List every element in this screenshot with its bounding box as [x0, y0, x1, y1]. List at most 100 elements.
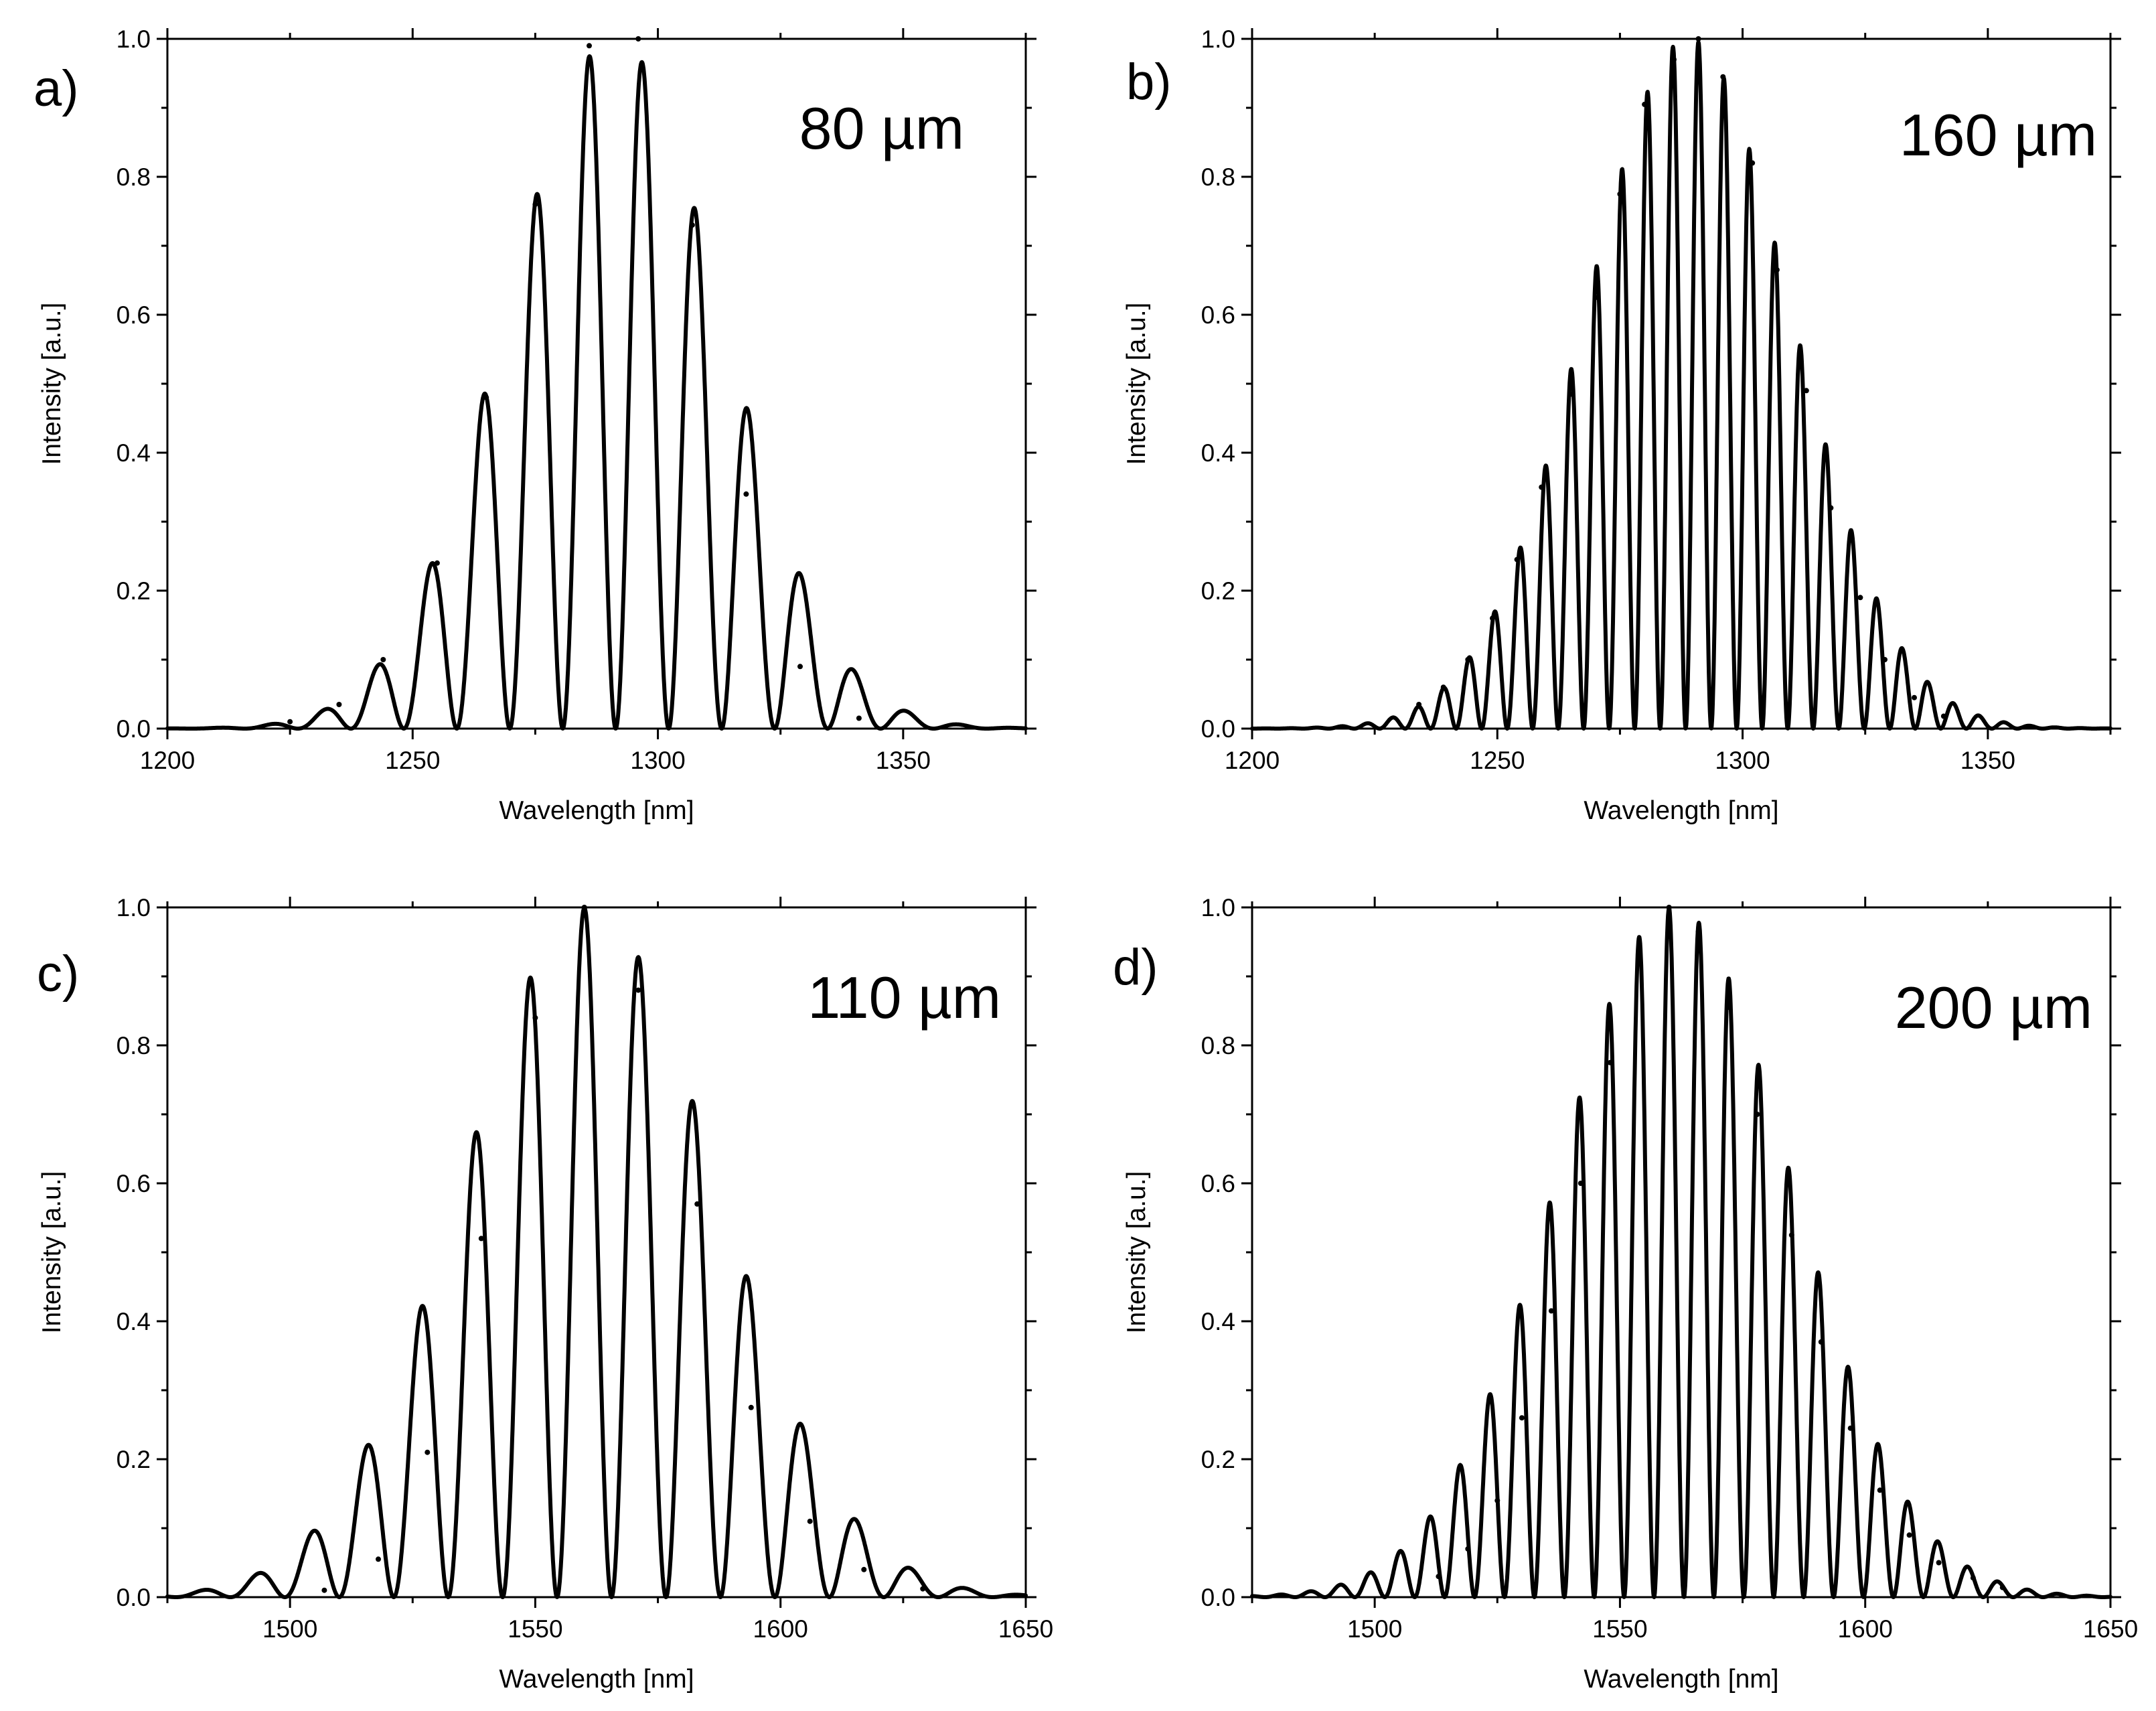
- y-tick-label: 0.4: [1201, 439, 1235, 467]
- panel-label: b): [1126, 54, 1172, 110]
- chart-panel-d: 1500 1550 1600 1650 0.0 0.2 0.4 0.6 0.8 1.0 Wavele…: [1113, 894, 2138, 1694]
- fringe-peak-point: [425, 1449, 431, 1455]
- fringe-peak-point: [689, 222, 695, 228]
- fringe-peak-point: [1416, 702, 1422, 707]
- x-tick-label: 1650: [998, 1615, 1053, 1643]
- y-tick-label: 0.0: [1201, 715, 1235, 743]
- x-tick-label: 1600: [753, 1615, 808, 1643]
- sample-thickness-label: 110 µm: [807, 964, 1001, 1031]
- fringe-peak-point: [1818, 1339, 1824, 1345]
- x-tick-label: 1300: [1715, 747, 1770, 774]
- x-tick-label: 1250: [385, 747, 440, 774]
- x-tick-label: 1600: [1838, 1615, 1893, 1643]
- x-tick-label: 1250: [1470, 747, 1525, 774]
- fringe-peak-point: [1519, 1415, 1525, 1421]
- fringe-peak-point: [1642, 101, 1648, 107]
- panel-label: d): [1113, 939, 1158, 996]
- spectrum-line: [1250, 40, 2112, 731]
- chart-panel-c: 1500 1550 1600 1650 0.0 0.2 0.4 0.6 0.8 1.0 Wavele…: [37, 894, 1053, 1694]
- y-tick-label: 1.0: [117, 894, 151, 921]
- x-tick-label: 1200: [140, 747, 195, 774]
- y-tick-label: 0.0: [117, 1584, 151, 1611]
- y-tick-label: 0.2: [1201, 1446, 1235, 1473]
- fringe-peak-point: [1617, 191, 1623, 197]
- y-tick-label: 0.8: [1201, 1032, 1235, 1059]
- y-tick-label: 0.8: [1201, 163, 1235, 191]
- fringe-peak-point: [1970, 1575, 1976, 1581]
- fringe-peak-point: [380, 657, 386, 662]
- x-tick-label: 1550: [1592, 1615, 1647, 1643]
- y-tick-label: 0.8: [117, 163, 151, 191]
- y-tick-label: 0.8: [117, 1032, 151, 1059]
- sample-thickness-label: 80 µm: [799, 95, 964, 161]
- x-tick-label: 1650: [2083, 1615, 2138, 1643]
- fringe-peak-point: [743, 491, 749, 497]
- fringe-peak-point: [694, 1201, 700, 1207]
- fringe-peak-point: [1750, 160, 1756, 166]
- y-axis-title: Intensity [a.u.]: [1122, 1171, 1151, 1334]
- fringe-peak-point: [1666, 905, 1672, 910]
- y-tick-label: 0.0: [117, 715, 151, 743]
- x-tick-label: 1350: [1960, 747, 2015, 774]
- fringe-peak-point: [1514, 556, 1520, 563]
- fringe-peak-point: [1465, 657, 1471, 662]
- fringe-peak-point: [434, 560, 440, 566]
- fringe-peak-point: [635, 987, 641, 993]
- fringe-peak-point: [1548, 1308, 1554, 1314]
- fringe-peak-point: [748, 1404, 754, 1410]
- fringe-peak-point: [856, 715, 862, 721]
- spectrum-line: [165, 54, 1028, 731]
- x-tick-label: 1500: [262, 1615, 317, 1643]
- fringe-peak-point: [1725, 1005, 1731, 1011]
- fringe-peak-point: [1720, 74, 1726, 80]
- y-tick-label: 1.0: [117, 25, 151, 53]
- y-tick-label: 1.0: [1201, 894, 1235, 921]
- fringe-peak-point: [1803, 388, 1809, 394]
- fringe-peak-point: [1828, 505, 1834, 511]
- fringe-peak-point: [1906, 1532, 1912, 1538]
- x-axis-title: Wavelength [nm]: [1584, 1665, 1778, 1694]
- fringe-peak-point: [920, 1586, 926, 1592]
- y-tick-label: 0.4: [117, 1308, 151, 1335]
- fringe-peak-point: [1882, 657, 1888, 662]
- y-tick-label: 1.0: [1201, 25, 1235, 53]
- y-tick-label: 0.0: [1201, 1584, 1235, 1611]
- fringe-peak-point: [1440, 684, 1446, 690]
- fringe-peak-point: [478, 1236, 484, 1242]
- spectrum-line: [1250, 906, 2112, 1599]
- fringe-peak-point: [1607, 1059, 1613, 1065]
- fringe-peak-point: [587, 43, 592, 49]
- panel-label: c): [37, 946, 79, 1002]
- fringe-peak-point: [1877, 1487, 1883, 1493]
- x-axis-title: Wavelength [nm]: [1584, 796, 1778, 825]
- fringe-peak-point: [1788, 1232, 1794, 1238]
- fringe-peak-point: [532, 202, 538, 208]
- y-tick-label: 0.2: [117, 577, 151, 605]
- fringe-peak-point: [1999, 1584, 2005, 1590]
- fringe-peak-point: [1636, 953, 1642, 959]
- panel-label: a): [33, 60, 79, 117]
- fringe-peak-point: [635, 36, 641, 42]
- fringe-peak-point: [1465, 1546, 1471, 1552]
- sample-thickness-label: 200 µm: [1895, 974, 2092, 1041]
- fringe-peak-point: [483, 394, 489, 400]
- x-tick-label: 1200: [1225, 747, 1280, 774]
- x-tick-label: 1550: [508, 1615, 562, 1643]
- fringe-peak-point: [532, 1015, 538, 1021]
- fringe-peak-point: [581, 905, 587, 910]
- y-tick-label: 0.4: [1201, 1308, 1235, 1335]
- fringe-peak-point: [376, 1556, 381, 1562]
- fringe-peak-point: [1671, 56, 1677, 62]
- chart-panel-b: 1200 1250 1300 1350 0.0 0.2 0.4 0.6 0.8 1.0 Wavele…: [1122, 25, 2121, 825]
- y-tick-label: 0.6: [1201, 1170, 1235, 1197]
- y-tick-label: 0.4: [117, 439, 151, 467]
- y-tick-label: 0.6: [1201, 301, 1235, 329]
- x-axis-title: Wavelength [nm]: [499, 796, 694, 825]
- fringe-peak-point: [1695, 929, 1701, 935]
- fringe-peak-point: [1912, 694, 1917, 700]
- fringe-peak-point: [1857, 595, 1863, 601]
- x-tick-label: 1350: [876, 747, 931, 774]
- fringe-peak-point: [1940, 713, 1946, 719]
- fringe-peak-point: [336, 702, 342, 707]
